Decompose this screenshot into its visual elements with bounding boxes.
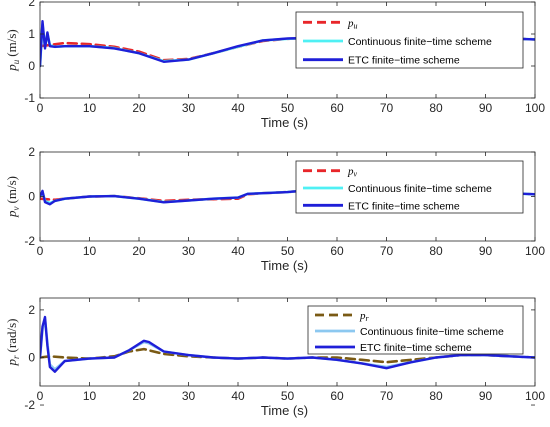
y-tick-label: 0 — [28, 350, 35, 364]
series-line-3 — [40, 315, 535, 373]
x-tick-label: 40 — [231, 101, 245, 115]
legend-symbol: p — [347, 17, 354, 29]
x-tick-label: 60 — [330, 389, 344, 403]
x-tick-label: 0 — [37, 389, 44, 403]
x-tick-label: 90 — [479, 244, 493, 258]
x-tick-label: 50 — [281, 101, 295, 115]
y-axis-label: pv (m/s) — [4, 176, 21, 218]
x-tick-label: 70 — [380, 244, 394, 258]
x-tick-label: 10 — [83, 101, 97, 115]
x-tick-label: 50 — [281, 244, 295, 258]
legend-label-2: Continuous finite−time scheme — [360, 326, 504, 338]
legend-label-3: ETC finite−time scheme — [348, 200, 460, 212]
x-axis-label: Time (s) — [261, 403, 308, 418]
series-lines — [40, 315, 535, 373]
x-tick-label: 80 — [429, 101, 443, 115]
legend-subscript: u — [354, 21, 358, 30]
y-tick-label: 2 — [28, 145, 35, 159]
y-axis-label: pu (m/s) — [4, 29, 21, 71]
x-tick-label: 40 — [231, 389, 245, 403]
x-tick-label: 20 — [132, 244, 146, 258]
y-tick-label: -2 — [24, 398, 35, 412]
x-tick-label: 30 — [182, 101, 196, 115]
x-tick-label: 40 — [231, 244, 245, 258]
x-tick-label: 100 — [525, 101, 545, 115]
legend-symbol: p — [359, 310, 366, 322]
x-tick-label: 90 — [479, 389, 493, 403]
legend-symbol: p — [347, 166, 354, 178]
y-axis-symbol: p — [4, 210, 19, 218]
y-tick-label: -2 — [24, 234, 35, 248]
y-tick-label: 2 — [28, 0, 35, 9]
x-tick-label: 10 — [83, 244, 97, 258]
x-tick-label: 10 — [83, 389, 97, 403]
y-axis-symbol: p — [4, 64, 19, 72]
legend-label-3: ETC finite−time scheme — [360, 342, 472, 354]
x-tick-label: 30 — [182, 389, 196, 403]
x-tick-label: 60 — [330, 244, 344, 258]
y-axis-label: pr (rad/s) — [4, 319, 21, 367]
y-tick-label: 0 — [28, 190, 35, 204]
x-axis-label: Time (s) — [261, 258, 308, 273]
legend-label-1: pr — [359, 310, 370, 323]
x-tick-label: 100 — [525, 389, 545, 403]
x-tick-label: 0 — [37, 101, 44, 115]
legend: pu Continuous finite−time scheme ETC finit… — [295, 11, 524, 69]
x-tick-label: 0 — [37, 244, 44, 258]
y-axis-subscript: r — [11, 355, 21, 359]
x-tick-label: 90 — [479, 101, 493, 115]
y-tick-label: 0 — [28, 59, 35, 73]
legend-label-3: ETC finite−time scheme — [348, 55, 460, 67]
x-tick-label: 60 — [330, 101, 344, 115]
y-axis-unit: (rad/s) — [4, 319, 19, 353]
legend: pr Continuous finite−time scheme ETC finit… — [307, 305, 524, 355]
x-tick-label: 20 — [132, 101, 146, 115]
legend-subscript: r — [366, 314, 370, 323]
legend-label-1: pu — [347, 17, 358, 30]
x-tick-label: 70 — [380, 389, 394, 403]
y-axis-unit: (m/s) — [4, 176, 19, 203]
legend: pv Continuous finite−time scheme ETC finit… — [295, 160, 524, 214]
x-tick-label: 100 — [525, 244, 545, 258]
legend-label-1: pv — [347, 166, 358, 179]
x-tick-label: 80 — [429, 389, 443, 403]
y-axis-subscript: u — [11, 59, 21, 64]
y-tick-label: 2 — [28, 303, 35, 317]
x-tick-label: 30 — [182, 244, 196, 258]
x-tick-label: 20 — [132, 389, 146, 403]
x-tick-label: 70 — [380, 101, 394, 115]
x-tick-label: 80 — [429, 244, 443, 258]
y-axis-unit: (m/s) — [4, 29, 19, 56]
y-tick-label: 1 — [28, 27, 35, 41]
legend-label-2: Continuous finite−time scheme — [348, 183, 492, 195]
y-tick-label: -1 — [24, 91, 35, 105]
legend-label-2: Continuous finite−time scheme — [348, 36, 492, 48]
x-axis-label: Time (s) — [261, 115, 308, 130]
y-axis-symbol: p — [4, 358, 19, 366]
x-tick-label: 50 — [281, 389, 295, 403]
legend-subscript: v — [354, 170, 358, 179]
y-axis-subscript: v — [11, 206, 21, 210]
